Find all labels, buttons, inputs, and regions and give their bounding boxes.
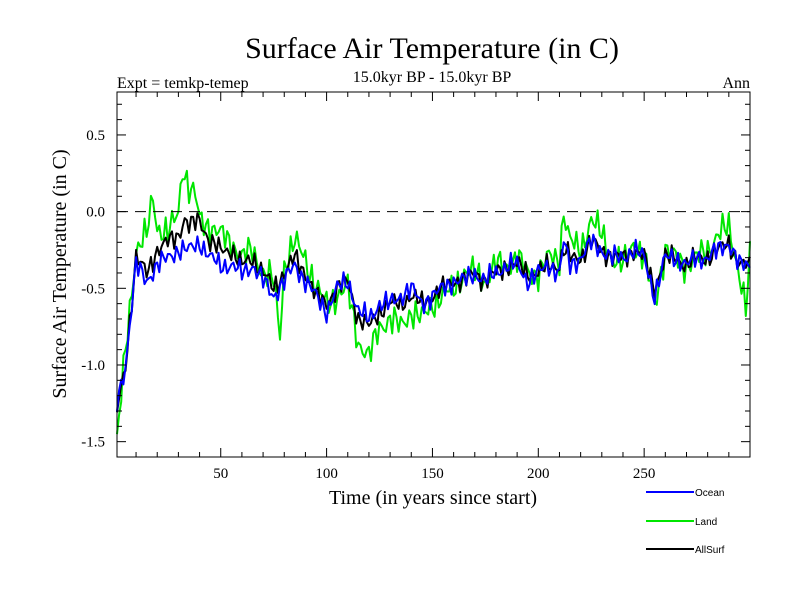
series-layer (116, 169, 751, 435)
y-tick-label: -0.5 (81, 281, 105, 297)
y-tick-label: 0.5 (86, 128, 105, 144)
legend-label-allsurf: AllSurf (695, 545, 725, 556)
y-tick-label: 0.0 (86, 205, 105, 221)
x-tick-label: 50 (213, 466, 228, 482)
axes-layer: 50 100 150 200 250 -1.5 -1.0 -0.5 0.0 0.5 (81, 92, 750, 482)
chart-subtitle: 15.0kyr BP - 15.0kyr BP (353, 69, 512, 86)
x-tick-label: 100 (315, 466, 338, 482)
legend: Ocean Land AllSurf (646, 488, 725, 556)
series-line-ocean (116, 233, 751, 412)
x-tick-label: 150 (421, 466, 444, 482)
y-tick-label: -1.0 (81, 358, 105, 374)
chart-title: Surface Air Temperature (in C) (245, 32, 619, 65)
x-tick-label: 200 (527, 466, 550, 482)
experiment-label: Expt = temkp-temep (117, 75, 249, 92)
plot-frame (116, 91, 751, 458)
series-line-allsurf (116, 212, 751, 413)
x-axis-label: Time (in years since start) (329, 487, 537, 509)
legend-label-land: Land (695, 517, 717, 528)
period-label: Ann (722, 75, 750, 92)
legend-label-ocean: Ocean (695, 488, 724, 499)
y-axis-label: Surface Air Temperature (in C) (49, 149, 71, 398)
x-tick-label: 250 (633, 466, 656, 482)
y-tick-label: -1.5 (81, 435, 105, 451)
